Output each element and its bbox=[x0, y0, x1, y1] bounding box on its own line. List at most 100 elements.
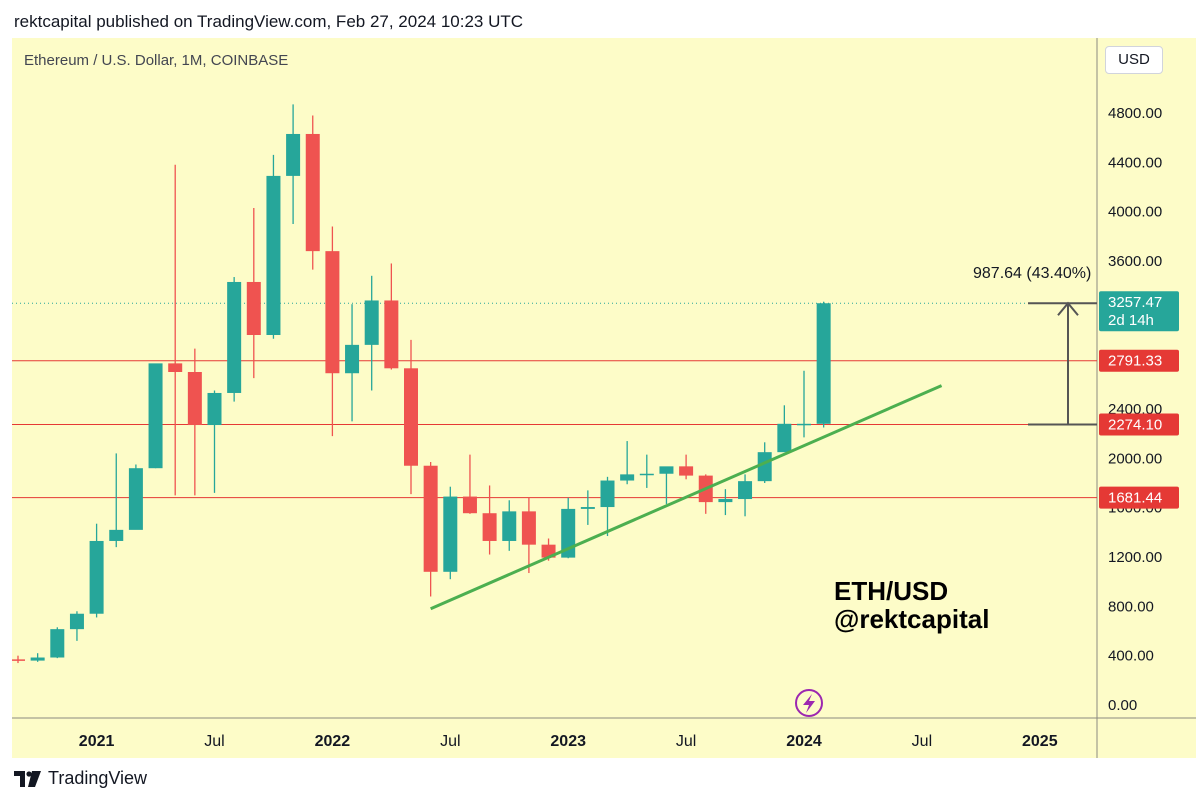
level-tag-box bbox=[1099, 486, 1179, 509]
candle bbox=[266, 154, 281, 339]
candle bbox=[187, 348, 202, 496]
candle bbox=[423, 462, 438, 597]
candle bbox=[738, 474, 753, 517]
candle bbox=[679, 454, 694, 480]
candle bbox=[168, 164, 183, 496]
candle bbox=[148, 363, 163, 469]
candle-body bbox=[757, 452, 772, 482]
price-axis-background bbox=[1097, 38, 1196, 718]
publisher-line: rektcapital published on TradingView.com… bbox=[14, 12, 524, 31]
time-tick-label: Jul bbox=[204, 733, 224, 750]
candle-body bbox=[659, 466, 674, 474]
candle bbox=[12, 655, 25, 664]
current-price-value: 3257.47 bbox=[1108, 294, 1162, 311]
price-level-tags: 2791.33 2274.10 1681.44 bbox=[1099, 349, 1179, 509]
candle-body bbox=[109, 529, 124, 541]
candle bbox=[30, 653, 45, 662]
candle bbox=[384, 263, 399, 370]
level-tag-box bbox=[1099, 349, 1179, 372]
candle-body bbox=[89, 540, 104, 614]
candle-body bbox=[738, 481, 753, 500]
candle bbox=[109, 453, 124, 548]
candle bbox=[286, 104, 301, 224]
price-tick-label: 1200.00 bbox=[1108, 549, 1162, 566]
candle-body bbox=[521, 511, 536, 545]
candle bbox=[69, 611, 84, 641]
candle bbox=[305, 115, 320, 270]
candle bbox=[482, 485, 497, 555]
candle bbox=[462, 454, 477, 514]
level-tag-label: 2791.33 bbox=[1108, 353, 1162, 370]
axis-corner bbox=[1097, 718, 1196, 758]
level-tag-label: 1681.44 bbox=[1108, 490, 1162, 507]
price-tick-label: 2000.00 bbox=[1108, 450, 1162, 467]
candle bbox=[325, 226, 340, 437]
candle-body bbox=[187, 372, 202, 426]
time-tick-label: 2021 bbox=[79, 733, 115, 750]
price-tick-label: 4800.00 bbox=[1108, 105, 1162, 122]
price-tick-label: 4400.00 bbox=[1108, 154, 1162, 171]
candle-body bbox=[502, 511, 517, 541]
candle bbox=[502, 500, 517, 551]
candle bbox=[620, 441, 635, 485]
candle-body bbox=[168, 363, 183, 372]
candle bbox=[443, 486, 458, 580]
time-tick-label: Jul bbox=[440, 733, 460, 750]
candle-body bbox=[325, 251, 340, 374]
candle-body bbox=[561, 508, 576, 558]
candle-body bbox=[777, 423, 792, 453]
candle-body bbox=[600, 480, 615, 508]
watermark-line-2: @rektcapital bbox=[834, 604, 989, 634]
candle-body bbox=[12, 659, 25, 661]
candle bbox=[246, 207, 261, 379]
candle-body bbox=[423, 465, 438, 572]
currency-selector[interactable]: USD bbox=[1105, 46, 1163, 74]
candle-body bbox=[462, 496, 477, 514]
candle-body bbox=[207, 392, 222, 426]
candle-body bbox=[718, 499, 733, 503]
trendline bbox=[430, 384, 943, 611]
time-tick-label: 2023 bbox=[550, 733, 586, 750]
level-tag-label: 2274.10 bbox=[1108, 417, 1162, 434]
candle bbox=[600, 476, 615, 537]
current-price-tag: 3257.47 2d 14h bbox=[1099, 291, 1179, 332]
candle-body bbox=[30, 657, 45, 661]
candle-body bbox=[816, 303, 831, 424]
level-tag-box bbox=[1099, 413, 1179, 436]
candle-body bbox=[639, 473, 654, 476]
candle-body bbox=[797, 423, 811, 426]
watermark-line-1: ETH/USD bbox=[834, 576, 948, 606]
price-tick-label: 400.00 bbox=[1108, 648, 1154, 665]
candle-body bbox=[620, 474, 635, 481]
time-tick-label: 2024 bbox=[786, 733, 822, 750]
time-axis-ticks: 2021 Jul 2022 Jul 2023 Jul 2024 Jul 2025 bbox=[79, 733, 1058, 750]
candle bbox=[207, 390, 222, 493]
price-chart[interactable]: Ethereum / U.S. Dollar, 1M, COINBASE 987… bbox=[12, 38, 1196, 758]
measure-arrowhead bbox=[1057, 301, 1079, 316]
candle bbox=[659, 466, 674, 504]
candle bbox=[797, 370, 811, 438]
time-tick-label: Jul bbox=[912, 733, 932, 750]
candle bbox=[345, 304, 360, 422]
tradingview-logo[interactable]: TradingView bbox=[14, 768, 147, 789]
time-tick-label: 2025 bbox=[1022, 733, 1058, 750]
price-tick-label: 4000.00 bbox=[1108, 204, 1162, 221]
candle bbox=[777, 405, 792, 453]
tradingview-logo-icon bbox=[14, 770, 41, 787]
time-tick-label: 2022 bbox=[315, 733, 351, 750]
candle bbox=[816, 301, 831, 428]
price-tick-label: 800.00 bbox=[1108, 598, 1154, 615]
candle-body bbox=[404, 368, 418, 466]
brand-name: TradingView bbox=[48, 768, 148, 788]
candle bbox=[364, 275, 379, 391]
candle-body bbox=[305, 133, 320, 252]
measure-tool bbox=[1028, 301, 1097, 426]
candle-body bbox=[128, 468, 143, 530]
lightning-icon[interactable] bbox=[795, 689, 823, 717]
candles bbox=[12, 104, 831, 664]
candle bbox=[89, 523, 104, 618]
time-axis-background bbox=[12, 718, 1097, 758]
time-tick-label: Jul bbox=[676, 733, 696, 750]
candle-body bbox=[69, 613, 84, 630]
candle-body bbox=[246, 281, 261, 335]
